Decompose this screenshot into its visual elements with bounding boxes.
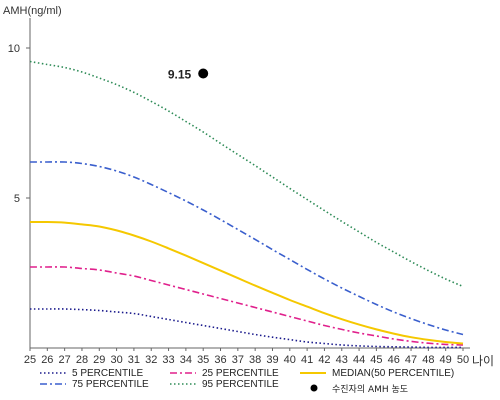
x-tick-label: 43	[336, 354, 348, 366]
x-tick-label: 31	[128, 354, 140, 366]
y-axis-title: AMH(ng/ml)	[3, 5, 62, 17]
patient-amh-point	[198, 68, 209, 79]
x-tick-label: 48	[422, 354, 434, 366]
legend-label-25-percentile: 25 PERCENTILE	[202, 368, 279, 379]
series-line-5-percentile	[30, 308, 463, 349]
x-tick-label: 50	[457, 354, 469, 366]
x-tick-label: 49	[440, 354, 452, 366]
x-tick-label: 41	[301, 354, 313, 366]
x-tick-label: 32	[145, 354, 157, 366]
x-tick-label: 35	[197, 354, 209, 366]
x-tick-label: 29	[93, 354, 105, 366]
legend-label-5-percentile: 5 PERCENTILE	[72, 368, 143, 379]
x-axis-title: 나이	[472, 354, 494, 368]
y-tick-label: 10	[8, 43, 20, 55]
legend-label-median-50-percentile: MEDIAN(50 PERCENTILE)	[332, 368, 454, 379]
series-line-95-percentile	[29, 60, 464, 288]
x-tick-label: 26	[41, 354, 53, 366]
x-tick-label: 30	[110, 354, 122, 366]
series-line-median-50-percentile	[29, 220, 464, 345]
axes: AMH(ng/ml) 나이	[3, 5, 494, 368]
x-tick-label: 28	[76, 354, 88, 366]
series-lines	[29, 60, 464, 349]
x-tick-label: 40	[284, 354, 296, 366]
x-tick-label: 37	[232, 354, 244, 366]
x-ticks: 25 26 27 28 29 30 31 32 33 34 35 36 37 38 39 40 41 42 43 44…	[24, 348, 469, 366]
x-tick-label: 25	[24, 354, 36, 366]
legend-label-95-percentile: 95 PERCENTILE	[202, 379, 279, 390]
x-tick-label: 47	[405, 354, 417, 366]
patient-marker: 9.15	[168, 68, 209, 82]
legend: 5 PERCENTILE 25 PERCENTILE MEDIAN(50 PERCE…	[40, 368, 454, 395]
x-tick-label: 46	[388, 354, 400, 366]
x-tick-label: 44	[353, 354, 365, 366]
x-tick-label: 38	[249, 354, 261, 366]
x-tick-label: 42	[318, 354, 330, 366]
legend-label-patient-amh: 수진자의 AMH 농도	[332, 384, 408, 395]
y-ticks: 5 10	[8, 43, 30, 205]
x-tick-label: 45	[370, 354, 382, 366]
legend-label-75-percentile: 75 PERCENTILE	[72, 379, 149, 390]
patient-amh-value-label: 9.15	[168, 68, 192, 82]
x-tick-label: 36	[214, 354, 226, 366]
series-line-25-percentile	[29, 266, 464, 346]
x-tick-label: 27	[59, 354, 71, 366]
y-tick-label: 5	[14, 193, 20, 205]
x-tick-label: 39	[266, 354, 278, 366]
x-tick-label: 34	[180, 354, 192, 366]
legend-swatch-patient-point	[310, 384, 318, 392]
series-line-75-percentile	[30, 161, 464, 336]
x-tick-label: 33	[162, 354, 174, 366]
